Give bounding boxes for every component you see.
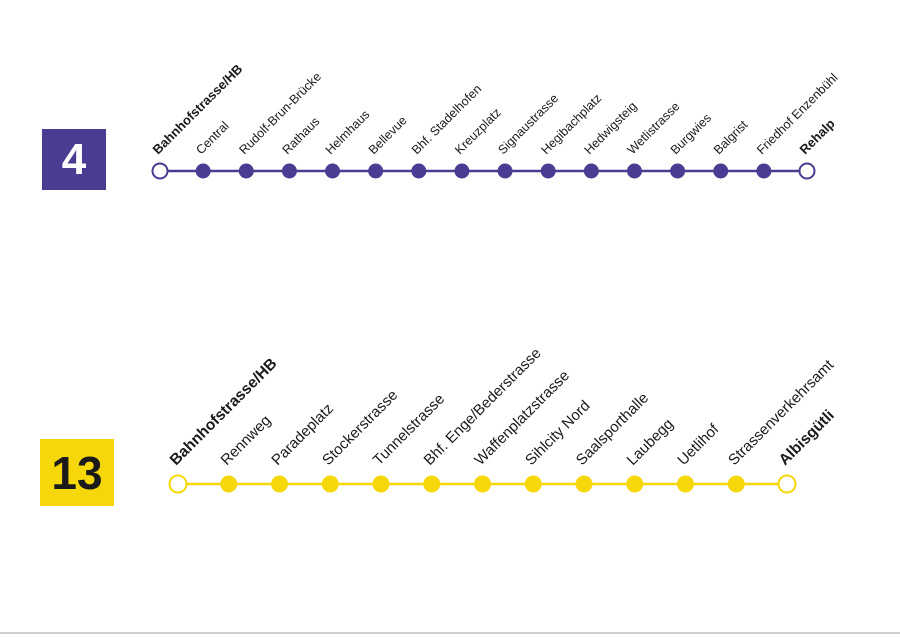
line-4-badge: 4 (42, 129, 106, 190)
stop-label: Waffenplatzstrasse (471, 367, 573, 469)
stop-label: Friedhof Enzenbühl (754, 71, 841, 158)
stop-label: Burgwies (668, 111, 714, 157)
stop-marker (575, 475, 593, 493)
stop-marker (281, 163, 297, 179)
stop-marker (626, 475, 644, 493)
stop-marker (713, 163, 729, 179)
stop-label: Rudolf-Brun-Brücke (236, 70, 324, 158)
stop-marker (524, 475, 542, 493)
stop-marker (727, 475, 745, 493)
stop-marker (756, 163, 772, 179)
line-13-badge: 13 (40, 439, 114, 506)
terminus-marker (168, 474, 188, 494)
terminus-marker (777, 474, 797, 494)
stop-label: Bellevue (366, 113, 410, 157)
stop-label: Central (193, 119, 231, 157)
stop-label: Balgrist (711, 117, 751, 157)
stop-marker (497, 163, 513, 179)
line-4-number: 4 (61, 134, 87, 184)
stop-marker (626, 163, 642, 179)
stop-marker (325, 163, 341, 179)
line-13-number: 13 (51, 446, 103, 499)
stop-marker (372, 475, 390, 493)
stop-marker (454, 163, 470, 179)
stop-marker (474, 475, 491, 493)
stop-marker (238, 163, 254, 179)
stop-marker (423, 475, 441, 493)
stop-marker (321, 475, 339, 493)
stop-marker (271, 475, 288, 493)
stop-marker (220, 475, 238, 493)
terminus-label: Rehalp (797, 116, 838, 157)
stop-marker (583, 163, 599, 179)
stop-marker (670, 163, 686, 179)
footer-divider (0, 632, 900, 634)
terminus-marker (151, 162, 169, 180)
line-13-route: Bahnhofstrasse/HBRennwegParadeplatzStock… (167, 345, 838, 494)
terminus-marker (798, 162, 816, 180)
stop-label: Helmhaus (323, 107, 373, 157)
stop-marker (195, 163, 211, 179)
stop-marker (677, 475, 694, 493)
stop-label: Laubegg (624, 416, 677, 469)
stop-label: Uetlihof (674, 420, 723, 469)
stop-label: Rathaus (280, 114, 323, 157)
stop-marker (540, 163, 556, 179)
stop-marker (368, 163, 384, 179)
stop-marker (411, 163, 427, 179)
